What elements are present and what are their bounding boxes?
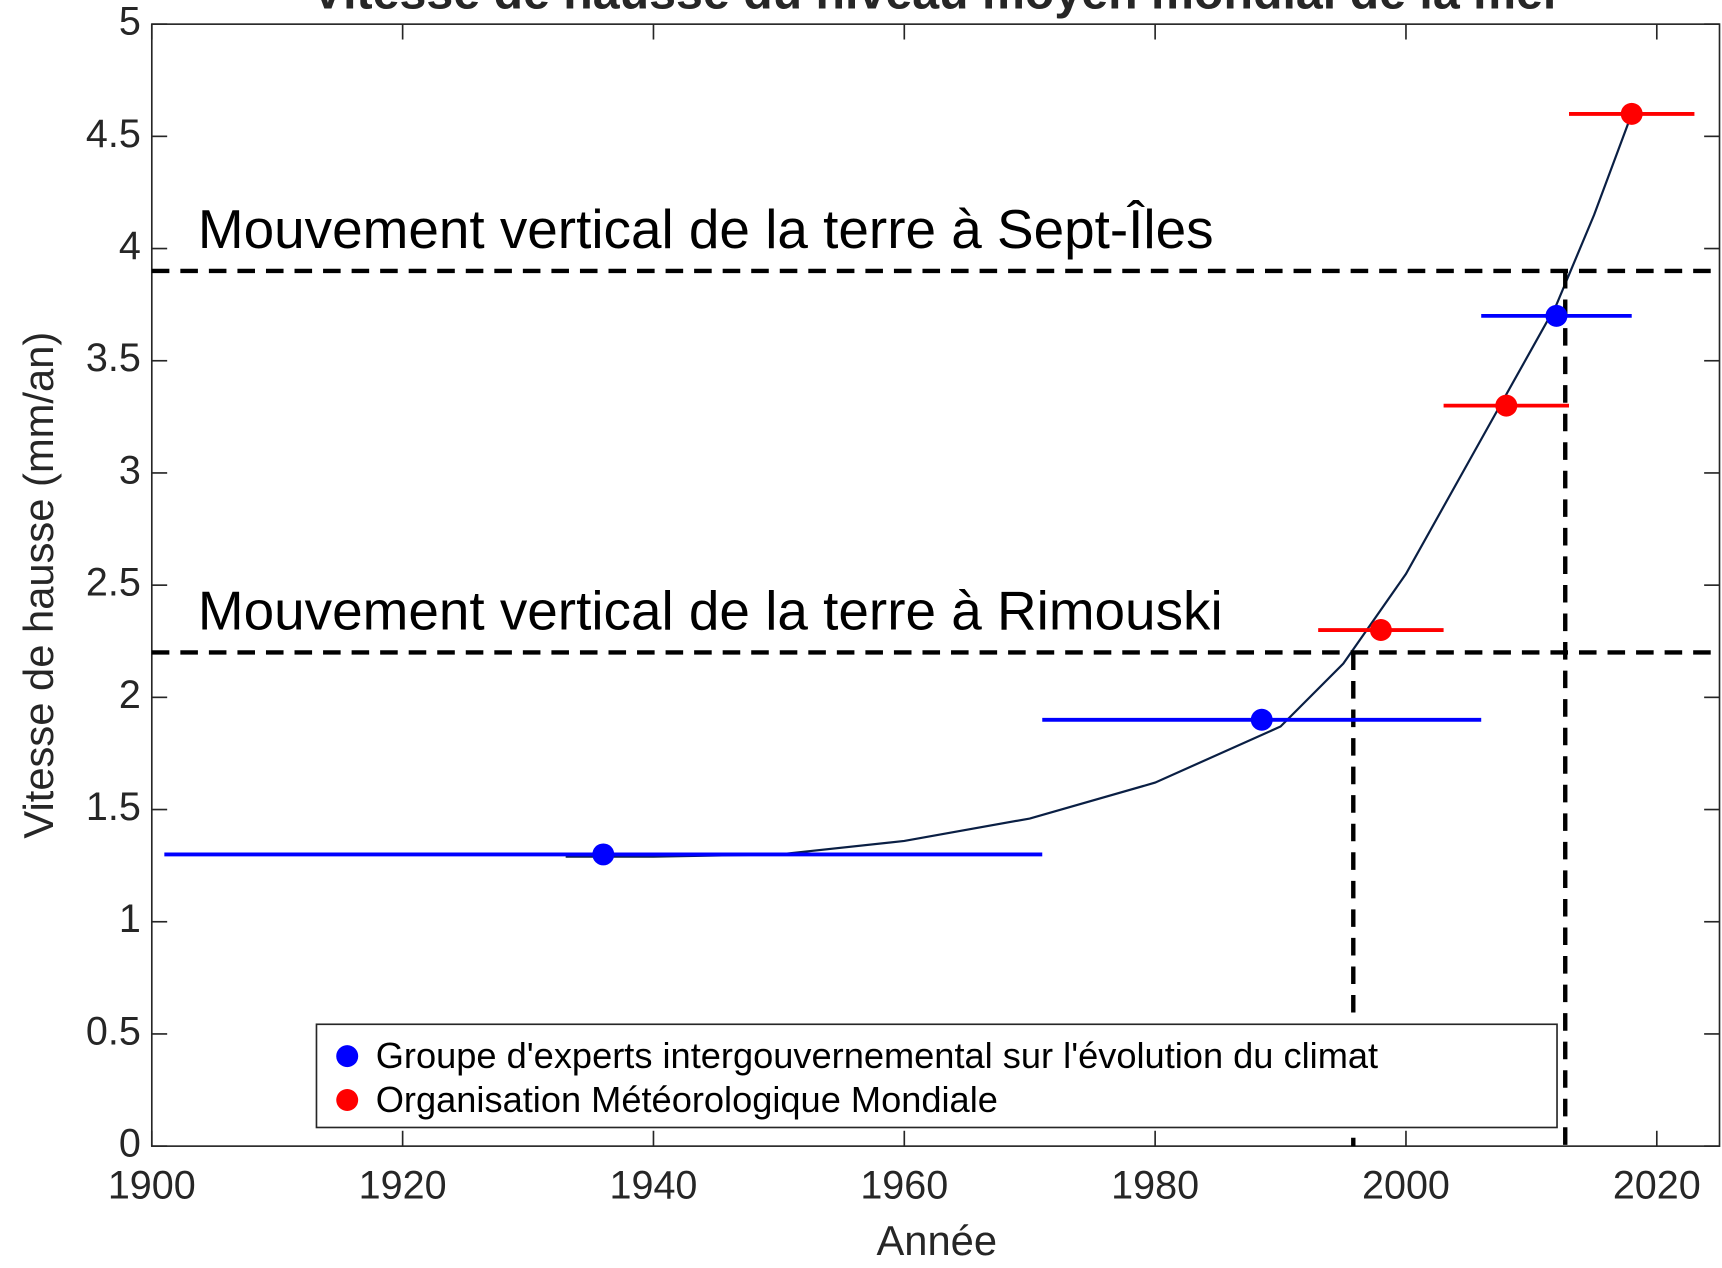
y-tick-label: 2 — [119, 673, 141, 717]
y-tick-label: 4 — [119, 224, 141, 268]
point — [1545, 304, 1568, 327]
legend-label: Groupe d'experts intergouvernemental sur… — [376, 1035, 1378, 1076]
y-tick-label: 3 — [119, 448, 141, 492]
legend-box — [315, 1023, 1558, 1129]
x-tick-label: 1920 — [359, 1163, 447, 1207]
point — [1620, 102, 1643, 125]
y-tick-label: 0 — [119, 1122, 141, 1166]
legend-label: Organisation Météorologique Mondiale — [376, 1079, 998, 1120]
y-tick-label: 3.5 — [86, 336, 141, 380]
y-tick-label: 2.5 — [86, 561, 141, 605]
legend-marker — [336, 1045, 359, 1068]
y-tick-label: 4.5 — [86, 112, 141, 156]
x-tick-label: 2000 — [1362, 1163, 1450, 1207]
x-axis-label: Année — [876, 1217, 997, 1264]
y-tick-label: 5 — [119, 0, 141, 44]
reference-label: Mouvement vertical de la terre à Rimousk… — [198, 580, 1223, 642]
point — [1369, 619, 1392, 642]
y-axis-label: Vitesse de hausse (mm/an) — [15, 332, 62, 839]
point — [592, 843, 615, 866]
x-tick-label: 1960 — [860, 1163, 948, 1207]
legend-marker — [336, 1089, 359, 1112]
reference-label: Mouvement vertical de la terre à Sept-Îl… — [198, 198, 1214, 260]
x-tick-label: 2020 — [1613, 1163, 1701, 1207]
x-tick-label: 1980 — [1111, 1163, 1199, 1207]
y-tick-label: 1 — [119, 897, 141, 941]
x-tick-label: 1900 — [108, 1163, 196, 1207]
chart-title: Vitesse de hausse du niveau moyen mondia… — [312, 0, 1562, 19]
point — [1495, 394, 1518, 417]
y-tick-label: 1.5 — [86, 785, 141, 829]
point — [1250, 708, 1273, 731]
x-tick-label: 1940 — [610, 1163, 698, 1207]
y-tick-label: 0.5 — [86, 1009, 141, 1053]
